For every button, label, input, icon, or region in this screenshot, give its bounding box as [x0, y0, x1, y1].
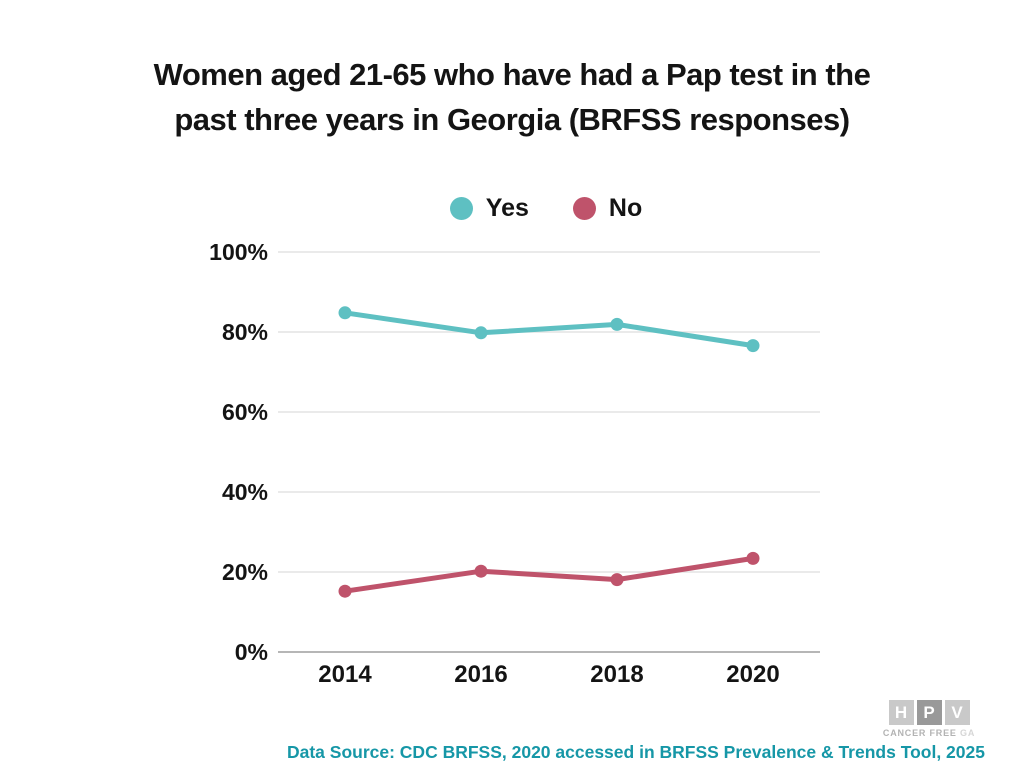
series-yes-point	[746, 339, 760, 353]
chart-title: Women aged 21-65 who have had a Pap test…	[0, 52, 1024, 142]
y-tick-label: 40%	[222, 479, 268, 505]
y-tick-label: 80%	[222, 319, 268, 345]
data-source-note: Data Source: CDC BRFSS, 2020 accessed in…	[286, 742, 985, 762]
logo-tagline-suffix: GA	[960, 728, 976, 738]
legend: Yes No	[34, 194, 1024, 223]
series-yes-line	[342, 310, 756, 349]
series-no-point	[474, 564, 488, 578]
chart-title-line-1: Women aged 21-65 who have had a Pap test…	[153, 57, 871, 92]
legend-swatch-yes-icon	[449, 197, 473, 220]
y-tick-label: 60%	[222, 399, 268, 425]
legend-item-no: No	[572, 194, 643, 223]
series-yes-point	[338, 306, 352, 320]
series-no-point	[338, 584, 352, 598]
logo-letter-h: H	[888, 700, 914, 725]
x-tick-label: 2014	[318, 661, 372, 688]
series-no-point	[610, 573, 624, 587]
logo-tagline: CANCER FREE GA	[883, 728, 975, 738]
series-yes-point	[474, 326, 488, 340]
legend-item-yes: Yes	[449, 194, 529, 223]
y-tick-label: 0%	[235, 639, 268, 665]
x-tick-label: 2016	[454, 661, 507, 688]
hpv-cancer-free-ga-logo: H P V CANCER FREE GA	[883, 700, 974, 738]
y-tick-label: 100%	[209, 239, 268, 265]
logo-tagline-text: CANCER FREE	[882, 728, 957, 738]
legend-label-yes: Yes	[485, 194, 529, 222]
y-tick-label: 20%	[222, 559, 268, 585]
chart-title-line-2: past three years in Georgia (BRFSS respo…	[174, 102, 850, 137]
legend-swatch-no-icon	[572, 197, 596, 220]
x-tick-label: 2020	[726, 661, 779, 688]
series-yes-point	[610, 317, 624, 331]
logo-letter-squares: H P V	[888, 700, 970, 725]
logo-letter-v: V	[944, 700, 970, 725]
logo-letter-p: P	[916, 700, 942, 725]
series-no-point	[746, 551, 760, 565]
series-no-line	[342, 555, 756, 594]
x-tick-label: 2018	[590, 661, 643, 688]
legend-label-no: No	[608, 194, 643, 222]
